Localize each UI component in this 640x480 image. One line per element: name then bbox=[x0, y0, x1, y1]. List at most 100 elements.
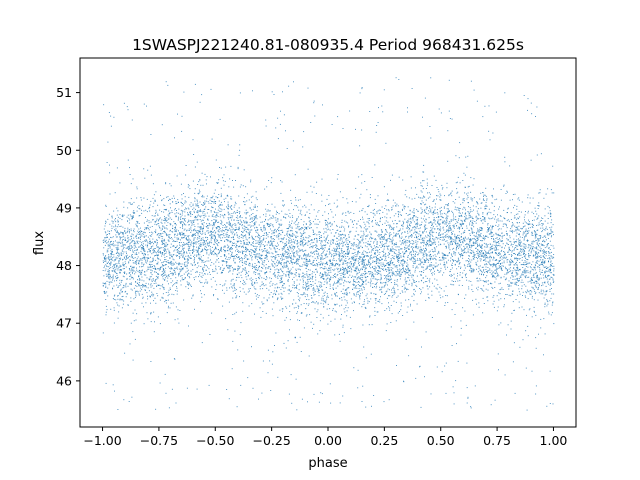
data-point bbox=[546, 278, 548, 280]
data-point bbox=[217, 230, 219, 232]
data-point bbox=[309, 235, 311, 237]
data-point bbox=[120, 245, 122, 247]
data-point bbox=[259, 262, 260, 264]
data-point bbox=[304, 296, 306, 298]
data-point bbox=[534, 293, 536, 295]
data-point bbox=[267, 252, 269, 254]
data-point bbox=[245, 271, 247, 273]
data-point bbox=[276, 259, 278, 261]
data-point bbox=[167, 214, 169, 216]
data-point bbox=[510, 241, 512, 243]
data-point bbox=[167, 196, 169, 198]
data-point bbox=[513, 207, 514, 209]
data-point bbox=[407, 268, 409, 270]
data-point bbox=[378, 270, 380, 272]
data-point bbox=[201, 244, 202, 246]
data-point bbox=[439, 234, 441, 236]
data-point bbox=[400, 309, 402, 311]
data-point bbox=[374, 283, 376, 285]
data-point bbox=[194, 279, 195, 281]
data-point bbox=[248, 305, 250, 307]
data-point bbox=[145, 286, 147, 288]
data-point bbox=[426, 267, 428, 268]
data-point bbox=[187, 283, 189, 285]
data-point bbox=[249, 231, 251, 233]
data-point bbox=[357, 251, 359, 253]
data-point bbox=[317, 286, 318, 288]
data-point bbox=[296, 341, 298, 343]
data-point bbox=[211, 233, 212, 235]
data-point bbox=[192, 139, 194, 141]
data-point bbox=[489, 139, 491, 141]
data-point bbox=[380, 238, 382, 240]
data-point bbox=[407, 220, 409, 222]
data-point bbox=[146, 227, 148, 228]
data-point bbox=[156, 239, 158, 241]
data-point bbox=[265, 234, 267, 236]
data-point bbox=[473, 232, 475, 233]
data-point bbox=[311, 275, 313, 277]
data-point bbox=[442, 233, 444, 235]
data-point bbox=[517, 258, 519, 260]
data-point bbox=[289, 226, 291, 228]
data-point bbox=[504, 247, 505, 249]
data-point bbox=[163, 254, 165, 256]
data-point bbox=[470, 244, 472, 246]
data-point bbox=[243, 225, 245, 227]
data-point bbox=[411, 285, 413, 287]
data-point bbox=[356, 287, 358, 289]
data-point bbox=[182, 224, 184, 226]
data-point bbox=[148, 248, 150, 250]
data-point bbox=[543, 251, 545, 252]
data-point bbox=[218, 205, 220, 207]
data-point bbox=[132, 272, 133, 274]
data-point bbox=[420, 246, 422, 248]
data-point bbox=[212, 277, 214, 278]
data-point bbox=[209, 252, 211, 254]
data-point bbox=[109, 243, 111, 245]
data-point bbox=[180, 270, 182, 272]
data-point bbox=[300, 294, 302, 295]
data-point bbox=[548, 283, 550, 285]
data-point bbox=[427, 234, 429, 236]
data-point bbox=[251, 229, 253, 231]
data-point bbox=[486, 199, 488, 201]
data-point bbox=[450, 260, 451, 262]
data-point bbox=[271, 308, 273, 310]
data-point bbox=[374, 310, 376, 312]
data-point bbox=[378, 253, 380, 255]
data-point bbox=[338, 253, 340, 255]
data-point bbox=[326, 236, 328, 238]
data-point bbox=[235, 217, 237, 218]
data-point bbox=[141, 233, 143, 235]
data-point bbox=[111, 257, 113, 259]
data-point bbox=[202, 212, 204, 214]
data-point bbox=[109, 259, 110, 261]
data-point bbox=[342, 242, 344, 244]
data-point bbox=[487, 270, 488, 272]
data-point bbox=[384, 259, 386, 261]
data-point bbox=[185, 174, 187, 176]
data-point bbox=[357, 245, 359, 247]
data-point bbox=[113, 299, 115, 300]
data-point bbox=[380, 278, 382, 280]
data-point bbox=[309, 220, 311, 222]
data-point bbox=[266, 287, 268, 289]
data-point bbox=[487, 252, 489, 254]
data-point bbox=[302, 251, 304, 252]
data-point bbox=[295, 307, 297, 308]
data-point bbox=[220, 267, 222, 269]
data-point bbox=[134, 338, 136, 340]
data-point bbox=[272, 215, 274, 217]
data-point bbox=[290, 234, 292, 236]
data-point bbox=[171, 261, 173, 263]
data-point bbox=[408, 249, 410, 250]
data-point bbox=[276, 283, 278, 285]
data-point bbox=[294, 174, 296, 176]
data-point bbox=[208, 202, 210, 204]
data-point bbox=[549, 266, 551, 268]
data-point bbox=[415, 266, 417, 268]
data-point bbox=[305, 236, 307, 238]
data-point bbox=[410, 259, 412, 261]
data-point bbox=[363, 264, 365, 266]
